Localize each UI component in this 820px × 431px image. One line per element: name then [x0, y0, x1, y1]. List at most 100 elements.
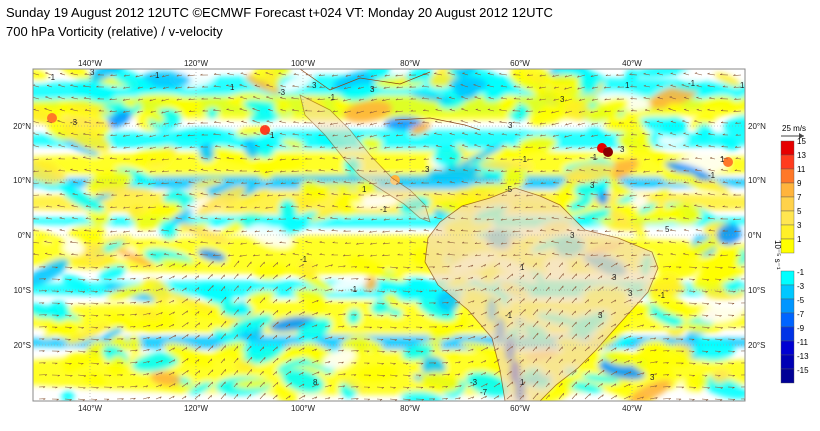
- colorbar-negative-tick: -13: [797, 352, 809, 361]
- latitude-label-left: 20°N: [13, 122, 31, 131]
- colorbar-positive-tick: 9: [797, 179, 802, 188]
- field-contour-label: -1: [658, 291, 666, 300]
- latitude-label-right: 20°S: [748, 341, 765, 350]
- field-contour-label: -1: [688, 79, 696, 88]
- colorbar-positive-tick: 7: [797, 193, 802, 202]
- longitude-label-bottom: 80°W: [400, 404, 420, 413]
- contour-labels: 3 1-13-131-331 -1 1-313-13-113-1-5 31-1-731-…: [48, 68, 745, 397]
- field-contour-label: 3: [370, 85, 375, 94]
- longitude-label-bottom: 140°W: [78, 404, 103, 413]
- field-contour-label: 3: [90, 68, 95, 77]
- field-contour-label: -1: [328, 93, 336, 102]
- field-contour-label: 3: [612, 273, 617, 282]
- colorbar-negative-swatch: [780, 270, 795, 286]
- title-forecast-time: Sunday 19 August 2012 12UTC ©ECMWF Forec…: [6, 5, 553, 20]
- field-contour-label: 1: [720, 155, 725, 164]
- colorbar-negative-tick: -15: [797, 366, 809, 375]
- colorbar-negative-swatch: [780, 312, 795, 328]
- field-contour-label: -1: [505, 311, 513, 320]
- colorbar-positive-swatch: [780, 210, 795, 226]
- field-contour-label: -3: [70, 118, 78, 127]
- longitude-label-top: 80°W: [400, 59, 420, 68]
- field-contour-label: 5: [665, 225, 670, 234]
- graticule: [33, 69, 745, 401]
- longitude-label-top: 120°W: [184, 59, 209, 68]
- colorbar-units: 10⁻⁵ s⁻¹: [773, 240, 782, 270]
- field-contour-label: -7: [480, 388, 488, 397]
- field-contour-label: 1: [625, 81, 630, 90]
- colorbar-positive-tick: 1: [797, 235, 802, 244]
- latitude-label-left: 0°N: [18, 231, 32, 240]
- field-contour-label: -1: [708, 171, 716, 180]
- field-contour-label: 3: [508, 121, 513, 130]
- colorbar-negative-tick: -9: [797, 324, 805, 333]
- field-contour-label: -1: [590, 153, 598, 162]
- map-frame: [32, 68, 746, 402]
- colorbar-positive-swatch: [780, 224, 795, 240]
- latitude-label-right: 10°S: [748, 286, 765, 295]
- colorbar-negative-tick: -11: [797, 338, 809, 347]
- longitude-label-top: 100°W: [291, 59, 316, 68]
- caribbean-islands: [394, 117, 481, 131]
- colorbar-positive-tick: 11: [797, 165, 806, 174]
- colorbar-negative-swatch: [780, 354, 795, 370]
- colorbar-positive-swatch: [780, 154, 795, 170]
- longitude-label-bottom: 40°W: [622, 404, 642, 413]
- colorbar-positive-swatch: [780, 140, 795, 156]
- field-contour-label: -1: [520, 155, 528, 164]
- field-contour-label: 1: [362, 185, 367, 194]
- colorbar-negative-tick: -7: [797, 310, 805, 319]
- colorbar-negative-swatch: [780, 298, 795, 314]
- latitude-label-right: 20°N: [748, 122, 766, 131]
- field-contour-label: -5: [505, 185, 513, 194]
- wind-scale-label: 25 m/s: [782, 124, 806, 133]
- field-contour-label: -1: [48, 73, 56, 82]
- colorbar-positive-tick: 3: [797, 221, 802, 230]
- field-contour-label: 3: [425, 165, 430, 174]
- field-contour-label: 3: [650, 373, 655, 382]
- north-america-coast: [299, 69, 431, 91]
- colorbar-positive-swatch: [780, 182, 795, 198]
- colorbar-positive-tick: 13: [797, 151, 806, 160]
- longitude-label-bottom: 120°W: [184, 404, 209, 413]
- latitude-label-left: 20°S: [14, 341, 31, 350]
- field-contour-label: 1: [520, 378, 525, 387]
- vorticity-field: [33, 69, 745, 401]
- longitude-label-top: 40°W: [622, 59, 642, 68]
- field-contour-label: 3: [628, 289, 633, 298]
- field-contour-label: -1: [300, 255, 308, 264]
- colorbar-positive-tick: 5: [797, 207, 802, 216]
- longitude-label-bottom: 60°W: [510, 404, 530, 413]
- field-contour-label: 1: [155, 71, 160, 80]
- field-contour-label: -3: [470, 378, 478, 387]
- field-contour-label: -1: [350, 285, 358, 294]
- field-contour-label: 3: [598, 311, 603, 320]
- field-contour-label: 1: [740, 81, 745, 90]
- longitude-label-top: 140°W: [78, 59, 103, 68]
- field-contour-label: 8: [313, 378, 318, 387]
- colorbar-negative-tick: -3: [797, 282, 805, 291]
- latitude-label-left: 10°N: [13, 176, 31, 185]
- field-contour-label: 1: [270, 131, 275, 140]
- field-contour-label: 3: [620, 145, 625, 154]
- field-contour-label: 1: [230, 83, 235, 92]
- field-contour-label: 3: [590, 181, 595, 190]
- wind-scale-arrowhead: [799, 133, 804, 139]
- colorbar: 25 m/s 15 13 11 9 7 5 3 1 -1 -3 -5 -7 -9 -11 -13 -15 1…: [773, 124, 809, 384]
- colorbar-negative-swatch: [780, 326, 795, 342]
- field-contour-label: 1: [520, 263, 525, 272]
- longitude-label-bottom: 100°W: [291, 404, 316, 413]
- colorbar-negative-swatch: [780, 340, 795, 356]
- field-contour-label: -1: [380, 205, 388, 214]
- axis-labels: 140°W140°W120°W120°W100°W100°W80°W80°W60…: [13, 59, 766, 413]
- latitude-label-right: 0°N: [748, 231, 762, 240]
- field-contour-label: 3: [570, 231, 575, 240]
- colorbar-positive-swatch: [780, 238, 795, 254]
- colorbar-negative-swatch: [780, 368, 795, 384]
- colorbar-positive-tick: 15: [797, 137, 806, 146]
- field-contour-label: 3: [312, 81, 317, 90]
- colorbar-positive-swatch: [780, 168, 795, 184]
- field-contour-label: 3: [560, 95, 565, 104]
- longitude-label-top: 60°W: [510, 59, 530, 68]
- wind-vectors: [33, 72, 745, 401]
